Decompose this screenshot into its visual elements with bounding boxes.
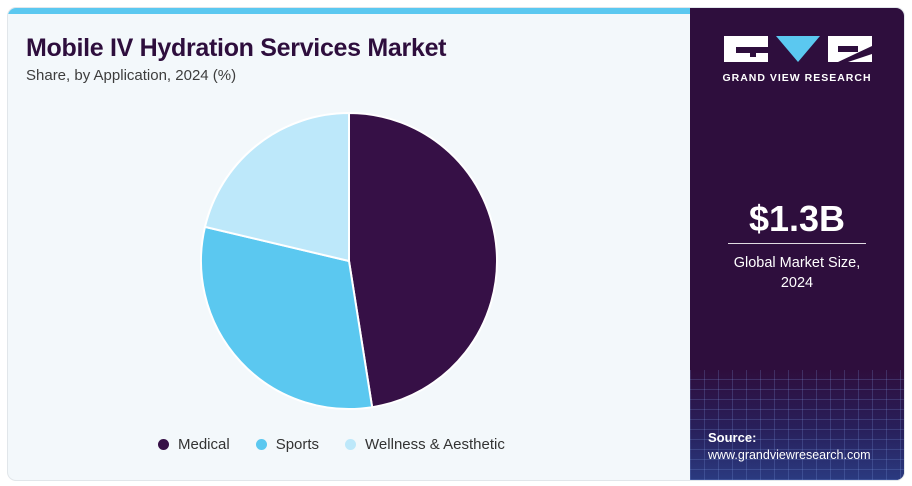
chart-subtitle: Share, by Application, 2024 (%) xyxy=(26,67,237,84)
chart-legend: Medical Sports Wellness & Aesthetic xyxy=(158,436,531,453)
legend-label-sports: Sports xyxy=(275,436,320,453)
market-size-value: $1.3B xyxy=(748,198,846,239)
legend-swatch-wellness xyxy=(345,439,357,450)
stat-divider xyxy=(728,243,866,244)
slice-wellness-aesthetic xyxy=(203,111,350,263)
source-url: www.grandviewresearch.com xyxy=(708,448,871,462)
legend-item-wellness: Wellness & Aesthetic xyxy=(345,436,505,453)
market-size-year: 2024 xyxy=(780,275,814,291)
infographic-card: Mobile IV Hydration Services Market Shar… xyxy=(8,8,904,480)
legend-item-medical: Medical xyxy=(158,436,230,453)
legend-item-sports: Sports xyxy=(255,436,320,453)
brand-name: GRAND VIEW RESEARCH xyxy=(722,72,872,84)
legend-label-wellness: Wellness & Aesthetic xyxy=(365,436,505,453)
summary-panel: GRAND VIEW RESEARCH $1.3B Global Market … xyxy=(690,8,904,480)
accent-bar xyxy=(8,8,690,14)
chart-panel: Mobile IV Hydration Services Market Shar… xyxy=(8,8,690,480)
pie-chart xyxy=(200,111,499,410)
slice-sports xyxy=(200,225,374,410)
market-size-description: Global Market Size, 2024 xyxy=(690,253,904,293)
market-size-label: Global Market Size, xyxy=(733,255,861,271)
grid-background xyxy=(690,370,904,480)
grand-view-research-logo xyxy=(724,36,872,62)
legend-label-medical: Medical xyxy=(178,436,230,453)
legend-swatch-medical xyxy=(158,439,169,450)
slice-medical xyxy=(348,111,499,409)
source-label: Source: xyxy=(708,430,757,445)
legend-swatch-sports xyxy=(255,439,267,450)
chart-title: Mobile IV Hydration Services Market xyxy=(26,34,447,62)
